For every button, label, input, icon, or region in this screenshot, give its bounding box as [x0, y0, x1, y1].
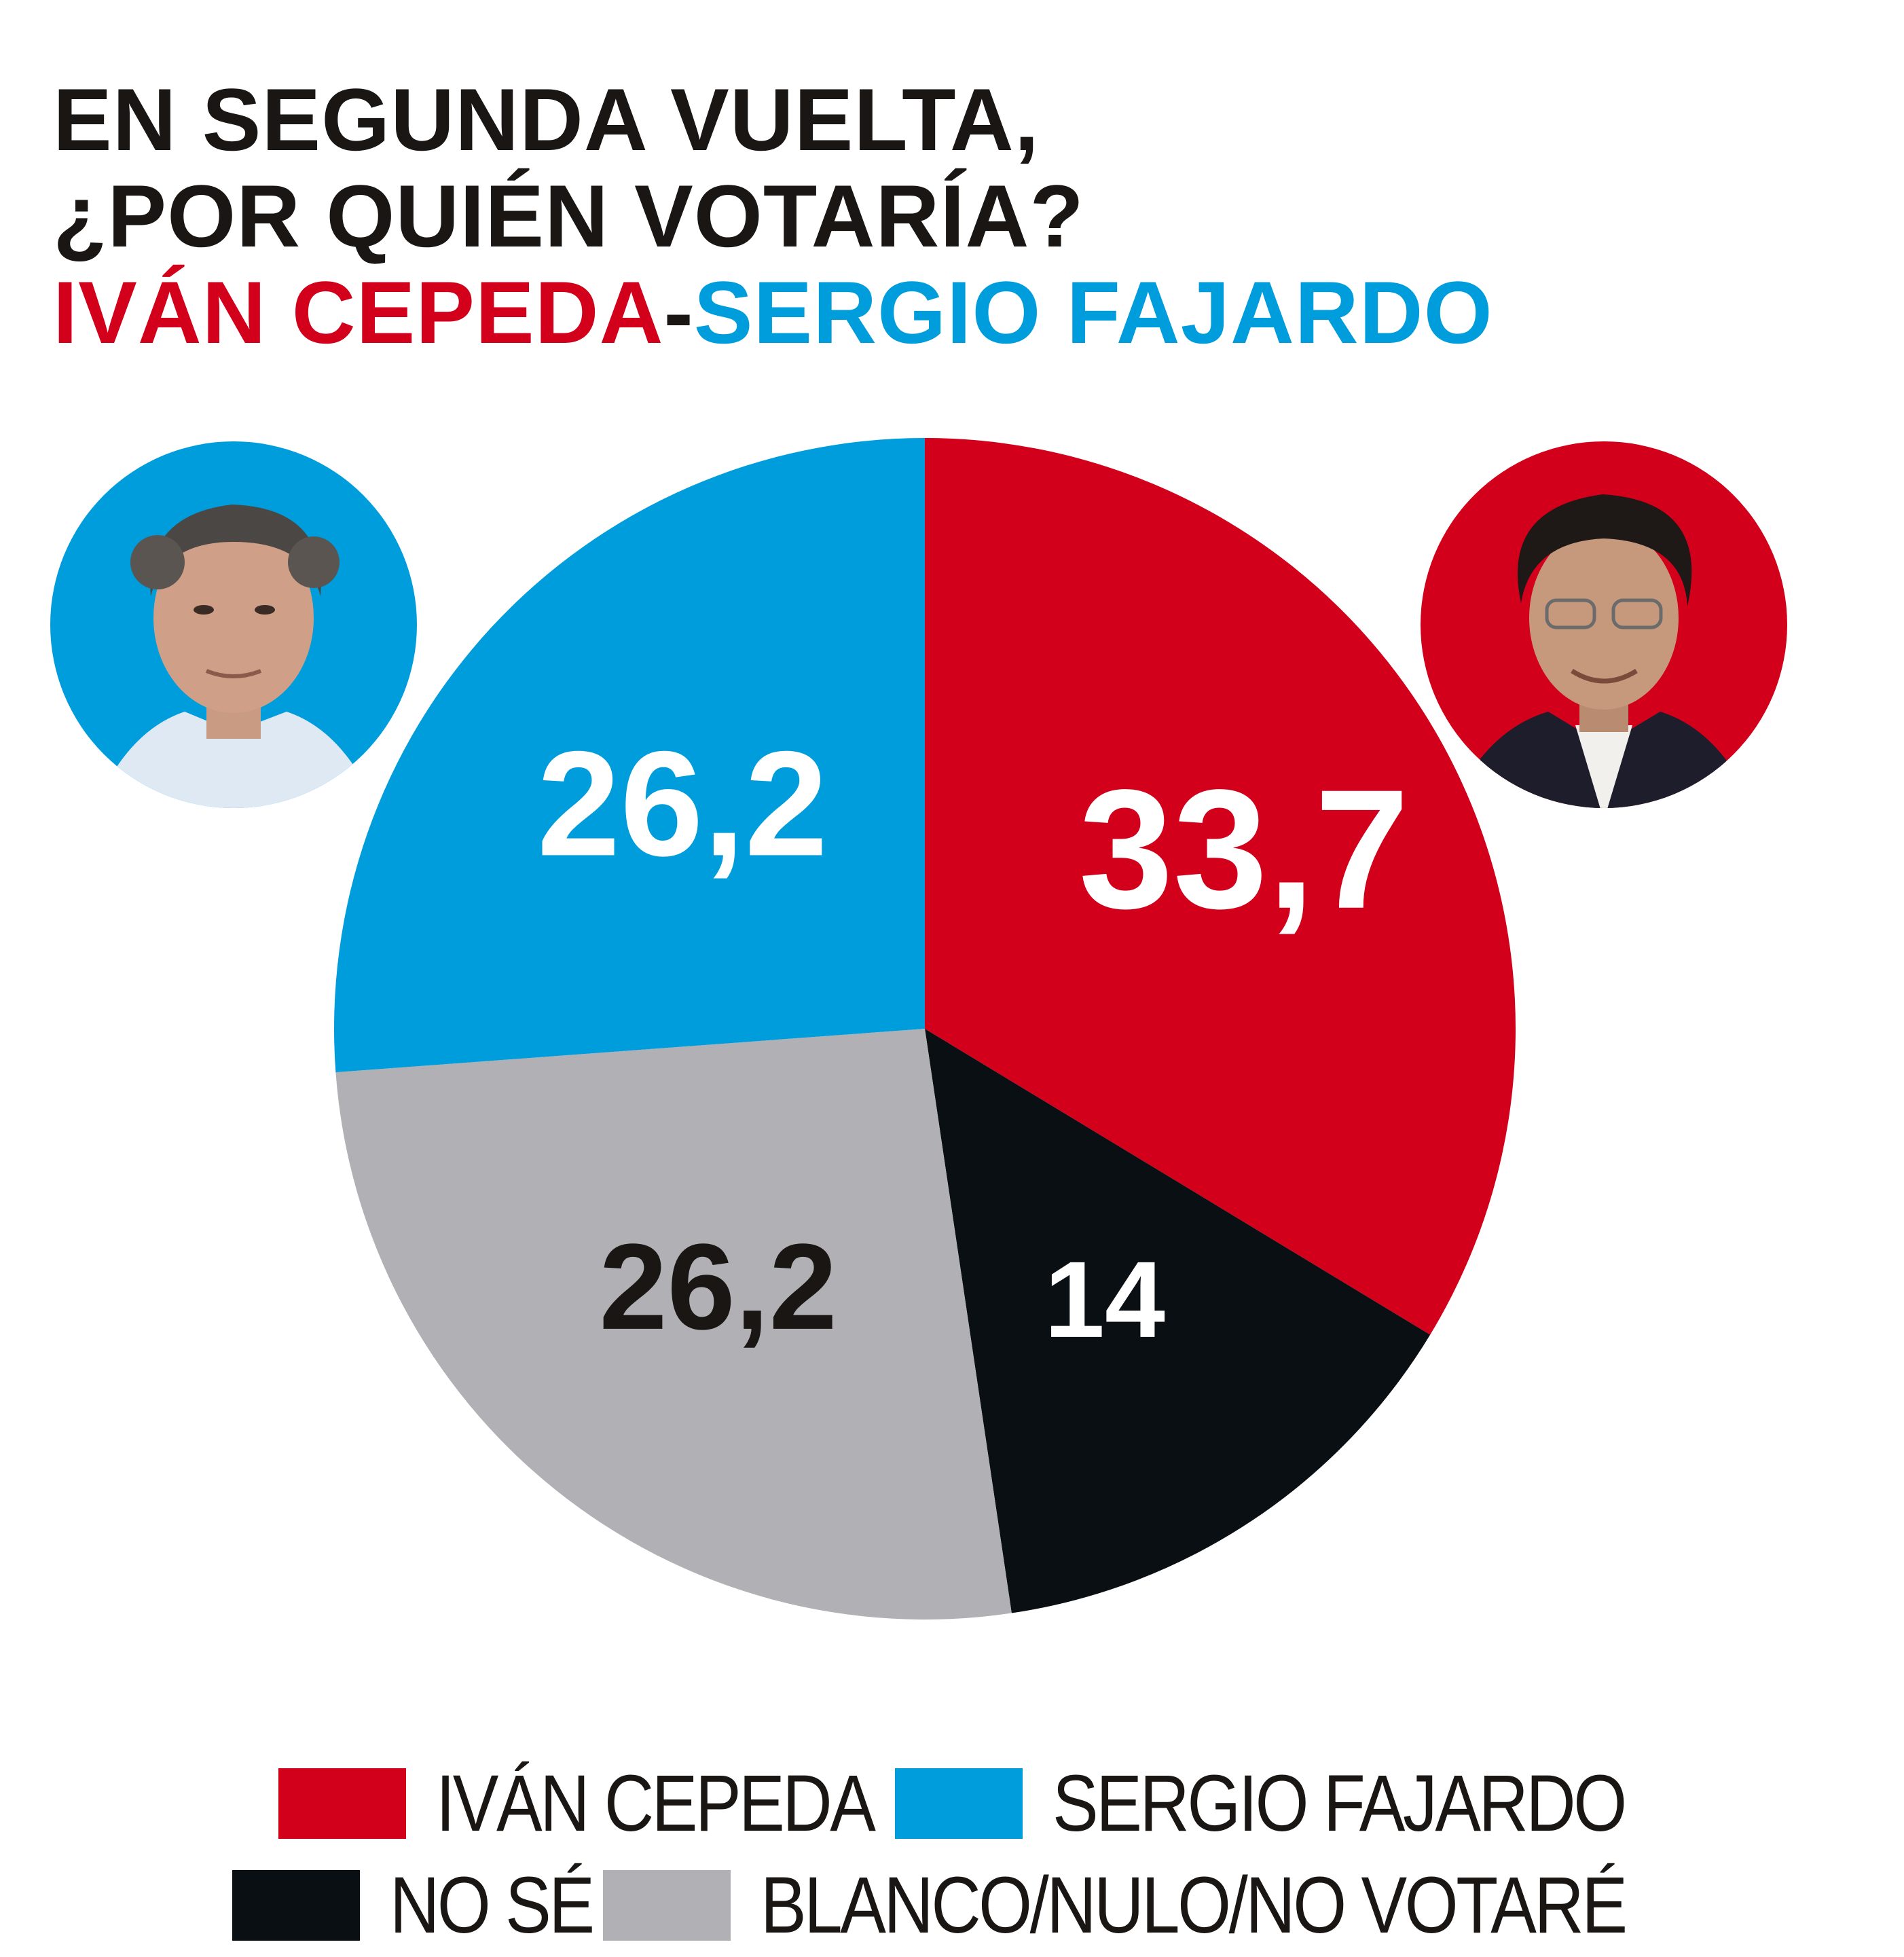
- sergio-fajardo-avatar: [50, 441, 417, 808]
- title-line-1: EN SEGUNDA VUELTA,: [53, 70, 1040, 169]
- title-candidate-blue: SERGIO FAJARDO: [693, 263, 1493, 362]
- title-line-3: IVÁN CEPEDA-SERGIO FAJARDO: [53, 264, 1493, 361]
- title-candidate-red: IVÁN CEPEDA: [53, 263, 664, 362]
- pie-slices: [333, 438, 1516, 1620]
- legend-swatch-blue: [895, 1768, 1023, 1839]
- pie-slice-2: [335, 1029, 1012, 1620]
- title-separator: -: [663, 263, 694, 362]
- pie-data-label-3: 26,2: [537, 720, 828, 887]
- legend-item-no-se: NO SÉ: [232, 1859, 625, 1952]
- legend-label: SERGIO FAJARDO: [1052, 1759, 1627, 1848]
- chart-title: EN SEGUNDA VUELTA, ¿POR QUIÉN VOTARÍA? I…: [53, 71, 1493, 361]
- legend-label: NO SÉ: [390, 1861, 595, 1950]
- pie-data-label-0: 33,7: [1079, 754, 1410, 944]
- legend-item-ivan-cepeda: IVÁN CEPEDA: [278, 1757, 945, 1850]
- legend-label: BLANCO/NULO/NO VOTARÉ: [761, 1861, 1628, 1950]
- title-line-2: ¿POR QUIÉN VOTARÍA?: [53, 166, 1084, 266]
- pie-data-label-1: 14: [1044, 1239, 1165, 1360]
- legend-swatch-black: [232, 1870, 360, 1941]
- legend-item-blanco-nulo: BLANCO/NULO/NO VOTARÉ: [603, 1859, 1766, 1952]
- pie-slice-1: [925, 1029, 1431, 1613]
- pie-data-label-2: 26,2: [599, 1219, 837, 1355]
- legend-item-sergio-fajardo: SERGIO FAJARDO: [895, 1757, 1718, 1850]
- pie-labels: 33,7 14 26,2 26,2: [537, 720, 1409, 1359]
- ivan-cepeda-avatar: [1421, 441, 1787, 808]
- pie-slice-3: [333, 438, 925, 1073]
- legend-label: IVÁN CEPEDA: [436, 1759, 876, 1848]
- legend-swatch-red: [278, 1768, 406, 1839]
- legend-swatch-gray: [603, 1870, 731, 1941]
- pie-slice-0: [925, 438, 1516, 1335]
